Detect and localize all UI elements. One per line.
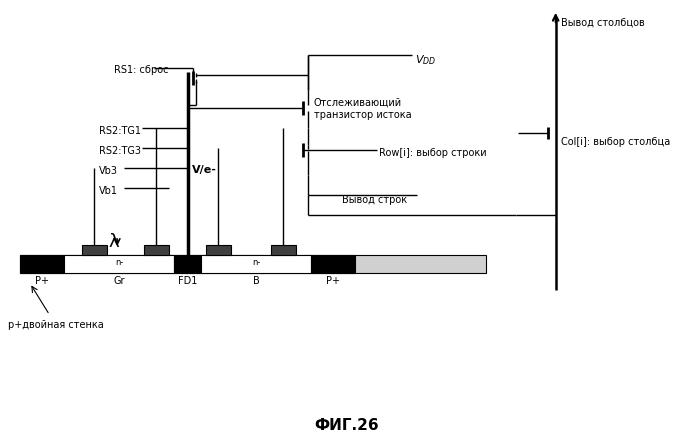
Bar	[64, 255, 173, 273]
Text: P+: P+	[35, 276, 49, 286]
Text: V/e-: V/e-	[192, 165, 217, 175]
Bar	[82, 245, 107, 255]
Bar	[201, 255, 310, 273]
Text: n-: n-	[115, 258, 123, 267]
Text: B: B	[252, 276, 259, 286]
Text: Вывод строк: Вывод строк	[343, 195, 408, 205]
Text: ФИГ.26: ФИГ.26	[314, 418, 379, 433]
Text: RS2:TG1: RS2:TG1	[99, 126, 141, 136]
Text: RS1: сброс: RS1: сброс	[114, 65, 168, 75]
Text: Col[i]: выбор столбца: Col[i]: выбор столбца	[561, 137, 670, 147]
Bar	[20, 255, 64, 273]
Text: n+: n+	[182, 258, 194, 267]
Text: Gr: Gr	[113, 276, 125, 286]
Text: Row[i]: выбор строки: Row[i]: выбор строки	[379, 148, 487, 158]
Text: Vb1: Vb1	[99, 186, 118, 196]
Bar	[206, 245, 231, 255]
Text: Отслеживающий
транзистор истока: Отслеживающий транзистор истока	[314, 98, 411, 120]
Text: λ: λ	[109, 233, 120, 251]
Bar	[173, 255, 201, 273]
Text: p+двойная стенка: p+двойная стенка	[8, 320, 103, 330]
Text: n-: n-	[252, 258, 260, 267]
Text: Вывод столбцов: Вывод столбцов	[561, 18, 644, 28]
Text: FD1: FD1	[178, 276, 197, 286]
Bar	[310, 255, 355, 273]
Text: Vb3: Vb3	[99, 166, 118, 176]
Bar	[20, 255, 487, 273]
Bar	[144, 245, 168, 255]
Bar	[271, 245, 296, 255]
Text: RS2:TG3: RS2:TG3	[99, 146, 141, 156]
Text: $V_{DD}$: $V_{DD}$	[415, 53, 436, 67]
Text: P+: P+	[326, 276, 340, 286]
